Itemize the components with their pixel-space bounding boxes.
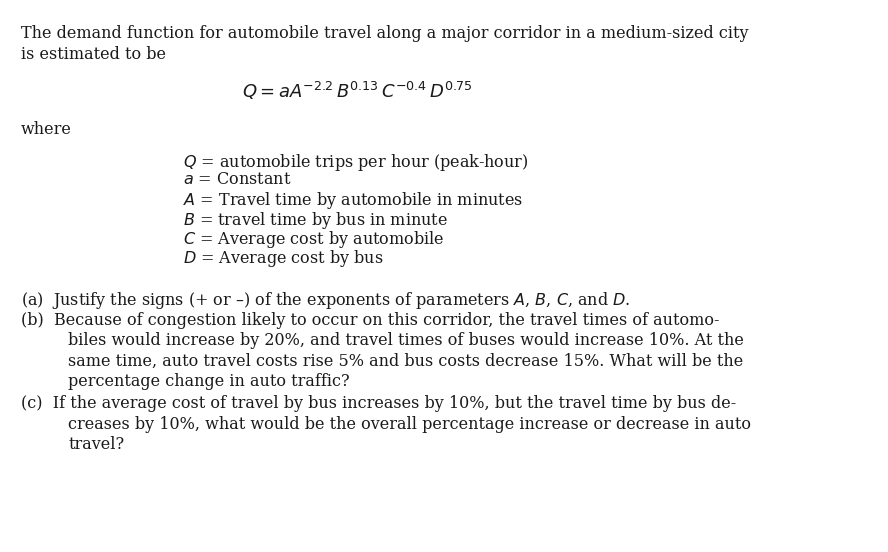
Text: $C$ = Average cost by automobile: $C$ = Average cost by automobile bbox=[183, 229, 444, 250]
Text: creases by 10%, what would be the overall percentage increase or decrease in aut: creases by 10%, what would be the overal… bbox=[68, 416, 751, 433]
Text: (b)  Because of congestion likely to occur on this corridor, the travel times of: (b) Because of congestion likely to occu… bbox=[20, 312, 719, 329]
Text: same time, auto travel costs rise 5% and bus costs decrease 15%. What will be th: same time, auto travel costs rise 5% and… bbox=[68, 353, 743, 370]
Text: is estimated to be: is estimated to be bbox=[20, 46, 166, 63]
Text: (c)  If the average cost of travel by bus increases by 10%, but the travel time : (c) If the average cost of travel by bus… bbox=[20, 395, 736, 412]
Text: $a$ = Constant: $a$ = Constant bbox=[183, 171, 291, 188]
Text: $B$ = travel time by bus in minute: $B$ = travel time by bus in minute bbox=[183, 210, 448, 231]
Text: $A$ = Travel time by automobile in minutes: $A$ = Travel time by automobile in minut… bbox=[183, 190, 523, 211]
Text: (a)  Justify the signs (+ or –) of the exponents of parameters $A$, $B$, $C$, an: (a) Justify the signs (+ or –) of the ex… bbox=[20, 290, 630, 311]
Text: where: where bbox=[20, 121, 72, 139]
Text: $Q = aA^{-2.2}\, B^{0.13}\, C^{-0.4}\, D^{0.75}$: $Q = aA^{-2.2}\, B^{0.13}\, C^{-0.4}\, D… bbox=[242, 80, 472, 102]
Text: $D$ = Average cost by bus: $D$ = Average cost by bus bbox=[183, 248, 384, 269]
Text: biles would increase by 20%, and travel times of buses would increase 10%. At th: biles would increase by 20%, and travel … bbox=[68, 332, 744, 349]
Text: percentage change in auto traffic?: percentage change in auto traffic? bbox=[68, 373, 350, 390]
Text: travel?: travel? bbox=[68, 436, 124, 453]
Text: The demand function for automobile travel along a major corridor in a medium-siz: The demand function for automobile trave… bbox=[20, 25, 749, 42]
Text: $Q$ = automobile trips per hour (peak-hour): $Q$ = automobile trips per hour (peak-ho… bbox=[183, 152, 528, 173]
